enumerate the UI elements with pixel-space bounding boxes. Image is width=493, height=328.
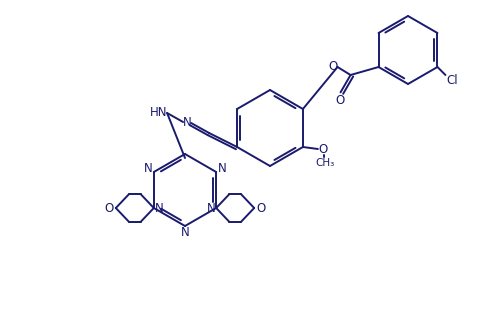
Text: CH₃: CH₃ xyxy=(316,158,335,168)
Text: O: O xyxy=(335,94,344,107)
Text: O: O xyxy=(318,142,327,155)
Text: O: O xyxy=(328,60,337,73)
Text: N: N xyxy=(207,201,215,215)
Text: N: N xyxy=(154,201,163,215)
Text: O: O xyxy=(256,201,266,215)
Text: N: N xyxy=(180,227,189,239)
Text: HN: HN xyxy=(150,106,168,118)
Text: O: O xyxy=(104,201,113,215)
Text: N: N xyxy=(143,162,152,175)
Text: N: N xyxy=(183,115,191,129)
Text: N: N xyxy=(218,162,227,175)
Text: Cl: Cl xyxy=(447,74,458,88)
